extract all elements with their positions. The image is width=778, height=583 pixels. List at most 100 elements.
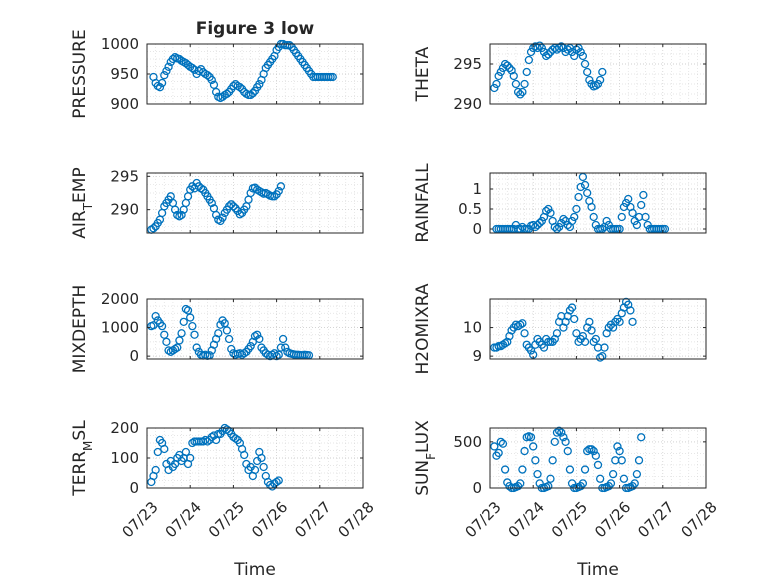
data-point (276, 182, 286, 191)
data-point (186, 313, 195, 322)
data-point (591, 334, 600, 344)
data-point (516, 479, 525, 488)
data-point (255, 334, 264, 344)
x-tick-label: 07/23 (118, 498, 161, 541)
axes-rainfall: 0 0.5 1 RAINFALL (413, 163, 707, 243)
data-point (542, 206, 551, 216)
data-point (509, 71, 518, 81)
y-tick-label: 290 (453, 95, 482, 113)
data-point (490, 442, 499, 451)
axes-mixdepth: 0 1000 2000 MIXDEPTH (70, 285, 364, 373)
data-point (535, 218, 544, 228)
y-axis-label: THETA (413, 46, 433, 102)
data-point (580, 59, 590, 69)
data-point (222, 326, 232, 335)
data-point (500, 339, 510, 348)
data-point (632, 220, 642, 230)
data-point (151, 465, 160, 475)
axes-background (490, 173, 706, 233)
data-point (257, 453, 266, 463)
y-tick-label: 295 (453, 55, 482, 73)
y-axis-label: AIRTEMP (70, 167, 95, 238)
data-point (181, 447, 191, 457)
data-point (240, 349, 249, 358)
x-tick-label: 07/28 (677, 498, 720, 541)
data-point (578, 51, 588, 61)
data-point (207, 198, 216, 208)
data-point (522, 67, 531, 77)
data-point (593, 460, 603, 470)
data-point (500, 465, 510, 474)
data-point (164, 62, 173, 71)
data-point (626, 306, 635, 315)
data-point (535, 479, 544, 488)
axes-box (146, 298, 364, 360)
data-point (276, 343, 286, 352)
data-point (513, 87, 523, 97)
data-point (585, 75, 594, 85)
x-tick-label: 07/24 (162, 498, 205, 541)
data-point (160, 330, 169, 339)
data-point (227, 344, 236, 354)
data-point (496, 437, 505, 446)
data-point (557, 42, 566, 51)
x-tick-label: 07/26 (248, 498, 291, 541)
y-tick-label: 290 (110, 201, 139, 219)
data-point (531, 456, 540, 465)
data-point (272, 351, 281, 361)
data-point (537, 216, 546, 226)
figure-title: Figure 3 low (196, 19, 315, 39)
x-tick-label: 07/25 (548, 498, 591, 541)
data-point (591, 451, 600, 460)
data-point (526, 346, 536, 355)
y-tick-label: 1000 (101, 35, 139, 53)
data-point (209, 80, 219, 89)
data-point (285, 41, 294, 50)
data-point (207, 75, 216, 85)
data-point (520, 446, 529, 456)
data-point (559, 433, 568, 442)
data-point (201, 435, 210, 445)
data-point (494, 448, 503, 458)
data-point (574, 192, 583, 202)
data-point (246, 90, 255, 100)
data-point (246, 341, 255, 351)
data-point (524, 55, 534, 65)
axes-terr-msl: 0 100 200 07/23 07/24 07/25 07/26 07/27 07/28 TER… (70, 419, 378, 580)
data-point (518, 87, 527, 97)
data-point (162, 337, 171, 347)
data-point (552, 428, 562, 437)
y-tick-label: 2000 (101, 290, 139, 308)
data-point (183, 306, 193, 315)
axes-sun-flux: 0 500 07/23 07/24 07/25 07/26 07/27 07/28 SUNFLU… (413, 420, 721, 580)
data-point (544, 50, 553, 59)
data-point (580, 465, 590, 474)
data-point (516, 320, 525, 329)
data-series (490, 297, 637, 362)
data-point (619, 474, 629, 483)
x-axis-label: Time (576, 560, 619, 580)
data-point (274, 476, 283, 485)
y-tick-label: 0.5 (458, 200, 482, 218)
data-point (170, 205, 180, 214)
data-point (175, 336, 184, 345)
data-point (274, 350, 283, 359)
data-point (157, 321, 167, 331)
data-point (211, 87, 221, 97)
data-point (214, 329, 223, 338)
axes-theta: 290 295 THETA (413, 41, 707, 113)
data-point (224, 334, 234, 344)
data-point (598, 67, 607, 77)
data-point (516, 90, 525, 99)
data-point (160, 444, 169, 454)
data-point (505, 63, 514, 73)
data-point (281, 343, 290, 352)
y-axis-label: TERRMSL (70, 420, 95, 497)
data-point (498, 439, 508, 448)
data-point (583, 67, 592, 77)
data-point (246, 188, 255, 198)
x-tick-label: 07/23 (461, 498, 504, 541)
data-point (593, 79, 603, 89)
data-point (637, 433, 646, 442)
data-series (147, 178, 286, 234)
